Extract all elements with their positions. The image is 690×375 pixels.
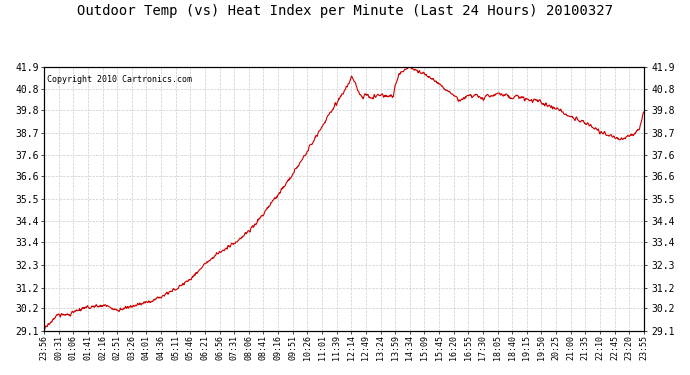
Text: Copyright 2010 Cartronics.com: Copyright 2010 Cartronics.com (47, 75, 192, 84)
Text: Outdoor Temp (vs) Heat Index per Minute (Last 24 Hours) 20100327: Outdoor Temp (vs) Heat Index per Minute … (77, 4, 613, 18)
